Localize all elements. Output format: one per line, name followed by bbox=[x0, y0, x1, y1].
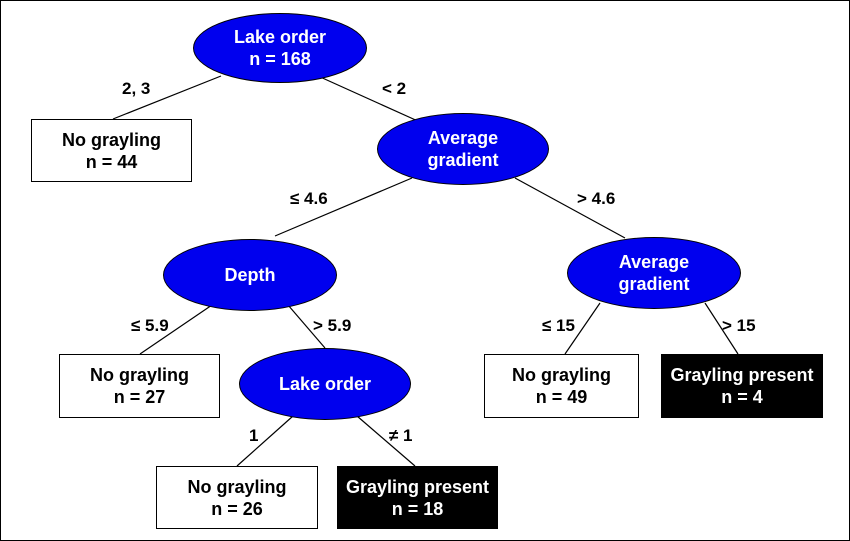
leaf-no-grayling-27: No grayling n = 27 bbox=[59, 354, 220, 418]
node-label: Depth bbox=[224, 265, 276, 285]
split-node-lake-order-2: Lake order bbox=[239, 348, 411, 420]
edge-label-gradient2-to-leaf4: > 15 bbox=[722, 316, 756, 335]
node-label: Lake order bbox=[233, 27, 327, 47]
leaf-label: Grayling present bbox=[345, 476, 490, 497]
edge-root-to-gradient1 bbox=[317, 75, 421, 123]
node-label-line2: gradient bbox=[427, 150, 499, 170]
leaf-no-grayling-44: No grayling n = 44 bbox=[31, 119, 192, 182]
edge-depth-to-lakeorder2 bbox=[287, 304, 326, 349]
edge-label-gradient1-to-gradient2: > 4.6 bbox=[577, 189, 616, 208]
edge-label-depth-to-leaf27: ≤ 5.9 bbox=[131, 316, 169, 335]
edge-label-lakeorder2-to-leaf26: 1 bbox=[249, 426, 259, 445]
leaf-label: No grayling bbox=[187, 476, 287, 497]
edge-lakeorder2-to-leaf18 bbox=[356, 415, 416, 467]
edge-gradient1-to-gradient2 bbox=[514, 177, 626, 239]
node-label-line2: gradient bbox=[618, 274, 690, 294]
leaf-count: n = 49 bbox=[535, 387, 588, 407]
split-node-average-gradient: Average gradient bbox=[377, 113, 549, 185]
edge-label-root-to-gradient1: < 2 bbox=[382, 79, 407, 98]
node-label: Average bbox=[427, 128, 499, 148]
split-node-root-lake-order: Lake order n = 168 bbox=[193, 13, 367, 83]
leaf-no-grayling-49: No grayling n = 49 bbox=[484, 354, 639, 418]
edge-root-to-leaf44 bbox=[112, 75, 222, 120]
edge-lakeorder2-to-leaf26 bbox=[236, 415, 294, 467]
leaf-label: No grayling bbox=[511, 365, 611, 385]
edge-label-lakeorder2-to-leaf18: ≠ 1 bbox=[389, 426, 413, 445]
node-label: Lake order bbox=[278, 374, 372, 394]
edge-gradient1-to-depth bbox=[274, 177, 413, 237]
leaf-count: n = 44 bbox=[85, 151, 138, 172]
leaf-grayling-present-4: Grayling present n = 4 bbox=[661, 354, 823, 418]
edge-gradient2-to-leaf4 bbox=[704, 302, 739, 355]
leaf-count: n = 18 bbox=[391, 498, 444, 519]
split-node-average-gradient-2: Average gradient bbox=[567, 237, 741, 309]
split-node-depth: Depth bbox=[163, 239, 337, 311]
edge-label-root-to-leaf44: 2, 3 bbox=[122, 79, 151, 98]
edge-gradient2-to-leaf49 bbox=[564, 302, 601, 355]
leaf-label: Grayling present bbox=[670, 365, 814, 385]
leaf-count: n = 27 bbox=[113, 387, 166, 407]
node-label: Average bbox=[618, 252, 690, 272]
edge-label-gradient1-to-depth: ≤ 4.6 bbox=[290, 189, 328, 208]
node-count: n = 168 bbox=[249, 49, 311, 69]
leaf-count: n = 26 bbox=[211, 498, 263, 519]
leaf-label: No grayling bbox=[89, 365, 189, 385]
leaf-count: n = 4 bbox=[721, 387, 763, 407]
edge-label-gradient2-to-leaf49: ≤ 15 bbox=[542, 316, 575, 335]
leaf-no-grayling-26: No grayling n = 26 bbox=[156, 466, 318, 529]
edge-depth-to-leaf27 bbox=[139, 304, 213, 355]
edge-label-depth-to-lakeorder2: > 5.9 bbox=[313, 316, 352, 335]
leaf-label: No grayling bbox=[61, 129, 161, 150]
leaf-grayling-present-18: Grayling present n = 18 bbox=[337, 466, 498, 529]
